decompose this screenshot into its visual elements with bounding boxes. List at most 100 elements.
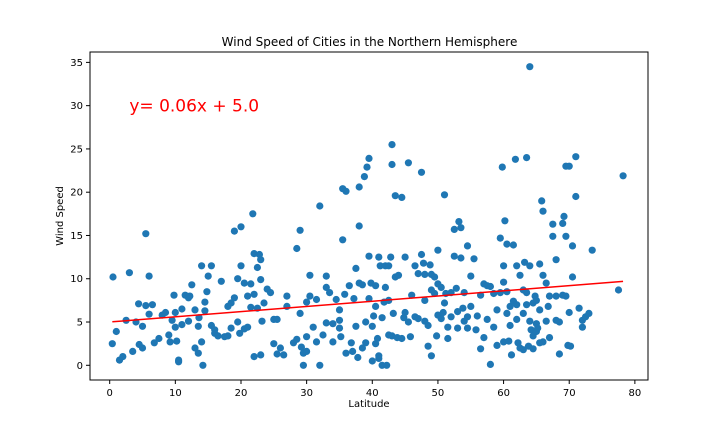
y-tick-label: 10 <box>70 274 83 285</box>
data-point <box>536 306 544 314</box>
data-point <box>398 334 406 343</box>
data-point <box>293 244 301 253</box>
data-point <box>296 226 304 234</box>
data-point <box>480 334 488 342</box>
data-point <box>135 300 143 308</box>
data-point <box>358 281 366 289</box>
x-axis-label: Latitude <box>348 399 389 410</box>
data-point <box>376 262 384 270</box>
data-point <box>387 253 395 261</box>
data-point <box>247 303 255 311</box>
data-point <box>203 288 211 296</box>
data-point <box>178 305 186 313</box>
plot-frame <box>89 51 649 381</box>
data-point <box>539 271 547 279</box>
data-point <box>186 292 194 300</box>
data-point <box>539 207 547 215</box>
data-point <box>236 329 244 337</box>
data-point <box>230 227 238 235</box>
data-point <box>372 282 380 290</box>
data-point <box>198 262 206 270</box>
data-point <box>362 318 370 326</box>
data-point <box>545 292 554 300</box>
data-point <box>523 289 531 297</box>
data-point <box>463 242 472 250</box>
data-point <box>447 313 455 321</box>
data-point <box>199 361 207 369</box>
data-point <box>463 313 472 321</box>
data-point <box>337 333 345 341</box>
data-point <box>257 276 265 284</box>
data-point <box>175 358 183 366</box>
data-point <box>184 317 193 325</box>
data-point <box>109 273 117 281</box>
data-point <box>421 270 429 278</box>
data-point <box>434 246 442 254</box>
data-point <box>355 222 363 230</box>
data-point <box>427 352 435 360</box>
data-point <box>322 319 330 327</box>
data-point <box>244 323 252 331</box>
data-point <box>188 281 196 289</box>
data-point <box>450 225 458 233</box>
data-point <box>549 220 557 228</box>
x-tick-label: 30 <box>300 388 313 399</box>
data-point <box>493 306 501 314</box>
data-point <box>383 361 391 369</box>
data-point <box>526 317 534 325</box>
data-point <box>342 187 350 195</box>
data-point <box>194 349 202 357</box>
data-point <box>419 259 428 267</box>
data-point <box>521 258 529 266</box>
data-point <box>437 283 445 291</box>
data-point <box>614 286 623 294</box>
data-point <box>498 163 506 171</box>
data-point <box>306 271 314 279</box>
data-point <box>217 277 225 285</box>
data-point <box>198 338 206 346</box>
data-point <box>332 295 340 304</box>
data-point <box>507 351 516 359</box>
data-point <box>358 344 366 352</box>
data-point <box>417 168 426 176</box>
data-point <box>552 292 560 300</box>
data-point <box>389 309 397 317</box>
data-point <box>529 345 537 353</box>
y-tick-label: 5 <box>77 318 83 329</box>
data-point <box>544 302 552 310</box>
data-point <box>195 314 203 322</box>
data-point <box>562 292 570 300</box>
data-point <box>552 256 560 264</box>
regression-line <box>112 280 624 323</box>
x-tick-label: 40 <box>366 388 379 399</box>
data-point <box>273 350 281 358</box>
data-point <box>339 236 347 244</box>
data-point <box>207 262 215 270</box>
data-point <box>370 312 378 320</box>
data-point <box>513 262 521 270</box>
data-point <box>247 280 255 288</box>
x-axis: 0 10 20 30 40 50 60 70 80 <box>107 380 641 399</box>
data-point <box>536 260 544 268</box>
data-point <box>214 332 222 340</box>
data-point <box>250 290 258 298</box>
data-point <box>316 202 324 210</box>
data-point <box>204 272 212 280</box>
data-point <box>493 341 501 349</box>
data-point <box>283 292 291 300</box>
data-point <box>237 262 245 270</box>
data-point <box>542 279 550 287</box>
x-tick-label: 20 <box>235 388 248 399</box>
data-point <box>526 63 534 71</box>
data-point <box>549 232 557 240</box>
data-point <box>273 315 281 323</box>
data-point <box>145 272 153 280</box>
data-point <box>368 322 376 330</box>
data-point <box>194 322 202 330</box>
data-point <box>506 321 514 330</box>
data-point <box>555 350 564 358</box>
data-point <box>477 345 485 353</box>
data-point <box>417 250 426 259</box>
data-point <box>244 292 252 300</box>
